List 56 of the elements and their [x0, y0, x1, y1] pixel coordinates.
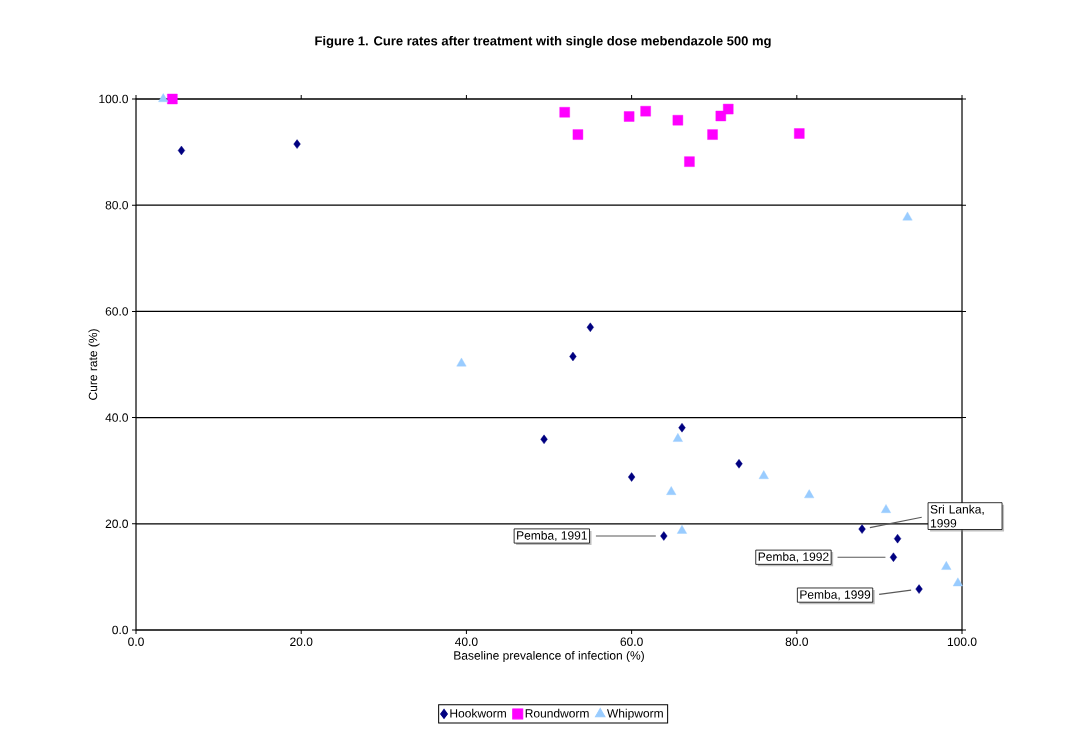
- point: [678, 422, 686, 433]
- point: [889, 552, 898, 562]
- chart-title: Figure 1. Cure rates after treatment with single dose mebendazole 500 mg: [315, 35, 771, 49]
- point: [569, 351, 577, 362]
- y-tick-label: 100.0: [99, 94, 129, 104]
- y-tick-label: 0.0: [112, 625, 129, 635]
- point: [623, 111, 635, 122]
- point: [858, 524, 866, 534]
- annotation: Pemba, 1991: [517, 530, 587, 542]
- point: [158, 93, 169, 102]
- point: [794, 128, 805, 139]
- point: [666, 486, 677, 495]
- point: [894, 533, 902, 544]
- point: [456, 357, 467, 367]
- x-tick-label: 60.0: [620, 637, 643, 647]
- annotation: Pemba, 1992: [758, 552, 829, 563]
- x-tick-label: 20.0: [290, 637, 313, 647]
- point: [572, 129, 584, 140]
- y-tick-label: 80.0: [105, 200, 129, 210]
- point: [540, 434, 548, 445]
- point: [167, 93, 178, 105]
- x-axis-title: Baseline prevalence of infection (%): [454, 650, 644, 663]
- legend-label: Roundworm: [525, 708, 589, 718]
- point: [684, 156, 695, 167]
- point: [672, 433, 683, 442]
- y-tick-label: 20.0: [105, 519, 129, 529]
- y-tick-label: 60.0: [105, 307, 129, 316]
- point: [804, 489, 815, 499]
- y-axis-title: Cure rate (%): [88, 329, 100, 400]
- point: [735, 459, 743, 469]
- point: [952, 577, 963, 587]
- x-tick-label: 80.0: [785, 637, 809, 647]
- point: [628, 472, 636, 482]
- point: [640, 106, 651, 117]
- x-tick-label: 40.0: [455, 637, 478, 647]
- point: [941, 561, 952, 570]
- point: [660, 531, 668, 541]
- point: [915, 584, 923, 594]
- annotation: Sri Lanka, 1999: [930, 504, 984, 528]
- point: [177, 145, 186, 156]
- point: [677, 524, 687, 534]
- legend-label: Whipworm: [607, 708, 663, 720]
- x-tick-label: 0.0: [128, 637, 144, 647]
- point: [559, 107, 570, 118]
- x-tick-label: 100.0: [947, 637, 977, 647]
- point: [881, 504, 891, 513]
- point: [586, 322, 594, 333]
- point: [293, 139, 301, 149]
- point: [723, 103, 734, 115]
- y-tick-label: 40.0: [105, 413, 129, 422]
- point: [672, 115, 684, 126]
- point: [707, 129, 718, 140]
- annotation: Pemba, 1999: [800, 589, 871, 601]
- point: [758, 470, 769, 479]
- legend-label: Hookworm: [450, 708, 506, 718]
- point: [902, 211, 913, 221]
